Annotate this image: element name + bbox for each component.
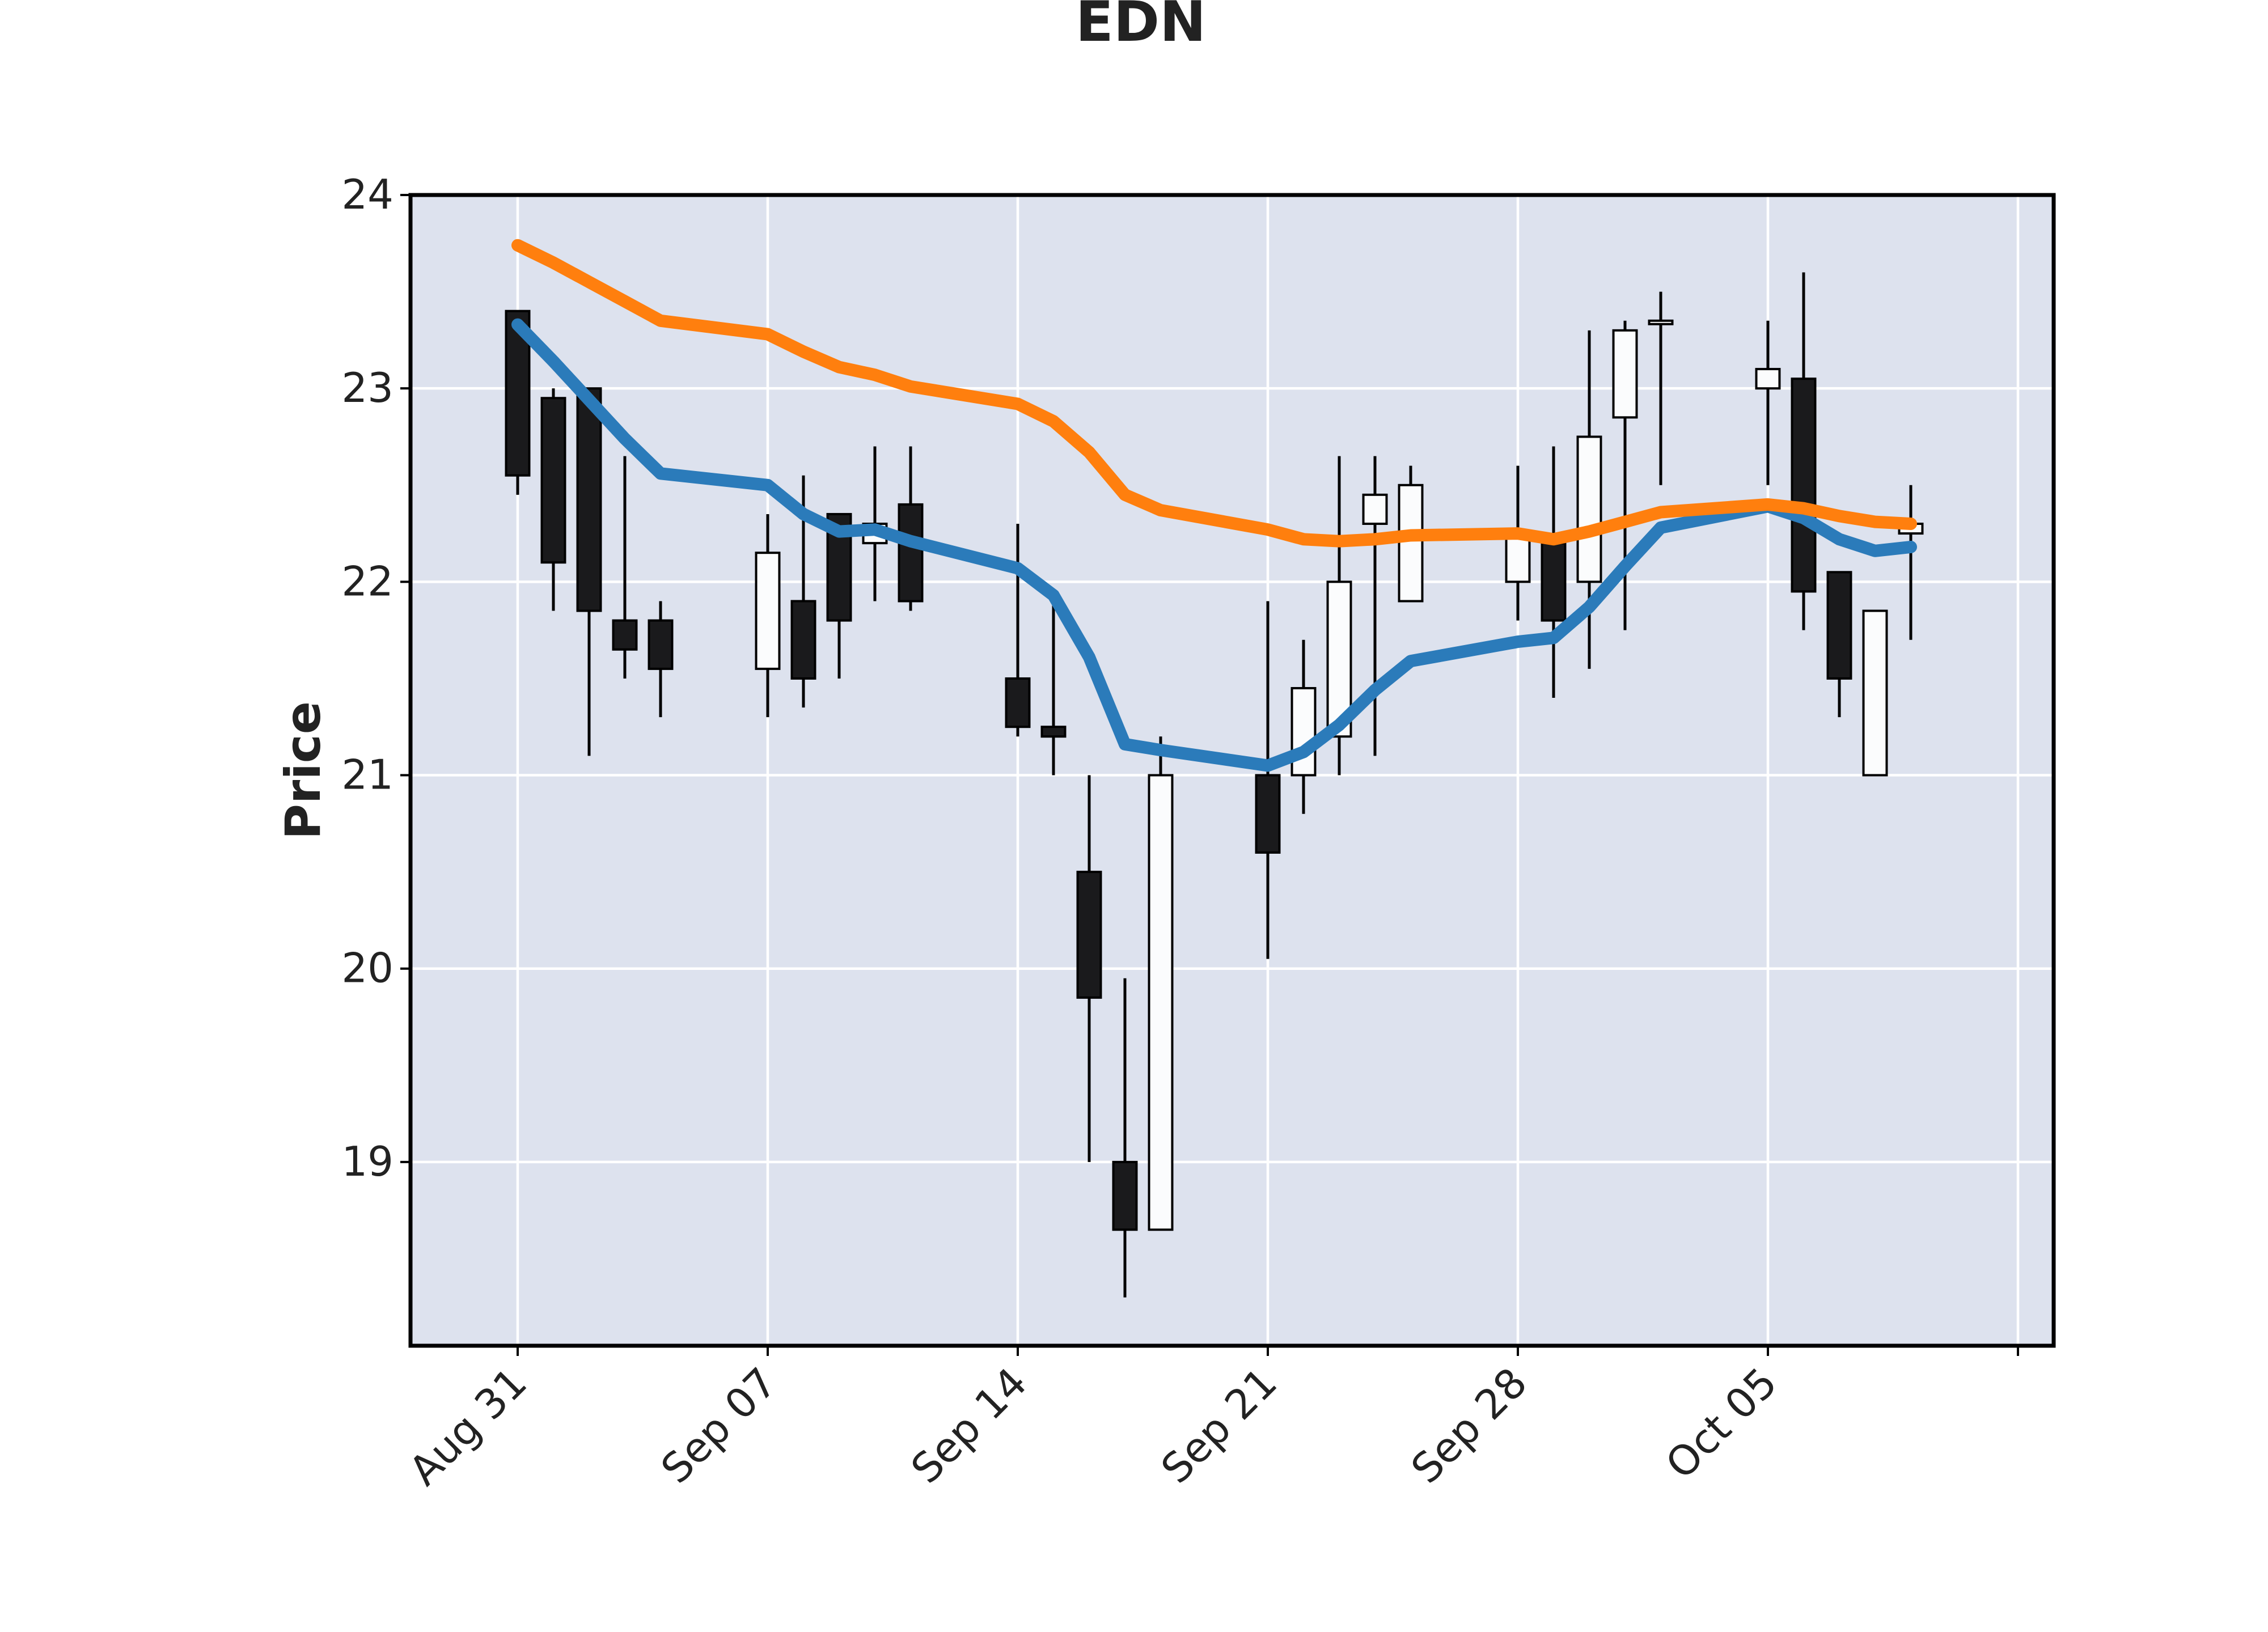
- candle-body: [1148, 774, 1174, 1231]
- candle: [1076, 775, 1102, 1162]
- candle-body: [612, 619, 638, 651]
- candle-body: [1791, 378, 1817, 593]
- candle-body: [540, 397, 566, 564]
- candle: [1755, 320, 1781, 485]
- candle: [1112, 978, 1138, 1298]
- y-tick-label: 19: [341, 1138, 393, 1185]
- candle: [1648, 291, 1674, 485]
- candle-body: [1362, 493, 1388, 525]
- candle: [576, 387, 602, 756]
- candle-body: [1398, 484, 1424, 603]
- plot-background: [411, 195, 2054, 1346]
- candle-body: [755, 552, 781, 670]
- candle: [1826, 571, 1852, 718]
- candle-body: [1612, 329, 1638, 419]
- candle: [1791, 272, 1817, 630]
- candle-body: [1005, 677, 1031, 728]
- x-tick-label: Sep 28: [1402, 1359, 1536, 1493]
- candle-body: [1755, 368, 1781, 390]
- candle: [1255, 601, 1281, 959]
- candle: [612, 456, 638, 679]
- moving-average-line: [511, 318, 1917, 772]
- candle: [1862, 609, 1888, 777]
- candle-body: [1826, 571, 1852, 680]
- candle: [755, 514, 781, 718]
- x-axis-ticks: Aug 31 Sep 07 Sep 14 Sep 21 Sep 28 Oct 05: [400, 1346, 2019, 1495]
- candle: [540, 388, 566, 611]
- candle: [1005, 524, 1031, 737]
- y-tick-label: 22: [341, 557, 393, 605]
- x-tick-label: Sep 07: [652, 1359, 786, 1493]
- y-tick-label: 21: [341, 751, 393, 799]
- y-tick-label: 20: [341, 944, 393, 992]
- candle-body: [1541, 542, 1567, 622]
- candle-body: [1505, 532, 1531, 583]
- candle: [898, 446, 924, 611]
- x-tick-label: Sep 21: [1152, 1359, 1286, 1493]
- candle: [1576, 330, 1602, 669]
- candle: [1148, 736, 1174, 1231]
- x-tick-label: Oct 05: [1657, 1359, 1786, 1488]
- y-tick-label: 23: [341, 364, 393, 412]
- y-axis-label: Price: [275, 701, 332, 840]
- y-tick-label: 24: [341, 171, 393, 218]
- candle-body: [1040, 726, 1067, 738]
- candle-body: [1112, 1160, 1138, 1231]
- candle: [1541, 446, 1567, 698]
- candle: [505, 310, 531, 495]
- y-axis-ticks: 19 20 21 22 23 24: [341, 171, 411, 1185]
- candle-body: [1290, 687, 1317, 777]
- candle: [1362, 456, 1388, 756]
- candle: [1505, 465, 1531, 621]
- candle-body: [1862, 609, 1888, 777]
- candle-body: [790, 600, 816, 680]
- candle-body: [1255, 774, 1281, 854]
- x-tick-label: Aug 31: [400, 1359, 536, 1495]
- candle: [1612, 320, 1638, 630]
- chart-title: EDN: [1076, 0, 1206, 54]
- x-tick-label: Sep 14: [902, 1359, 1036, 1493]
- candle-body: [1076, 871, 1102, 999]
- candle-body: [576, 387, 602, 612]
- moving-average-line: [511, 239, 1917, 548]
- moving-average-lines: [511, 239, 1917, 772]
- candle-body: [648, 619, 674, 670]
- plot-frame: [408, 193, 2056, 1348]
- candle: [648, 601, 674, 718]
- candle: [1040, 601, 1067, 775]
- candle-body: [1648, 319, 1674, 325]
- candle-body: [1576, 435, 1602, 583]
- candle-body: [898, 503, 924, 603]
